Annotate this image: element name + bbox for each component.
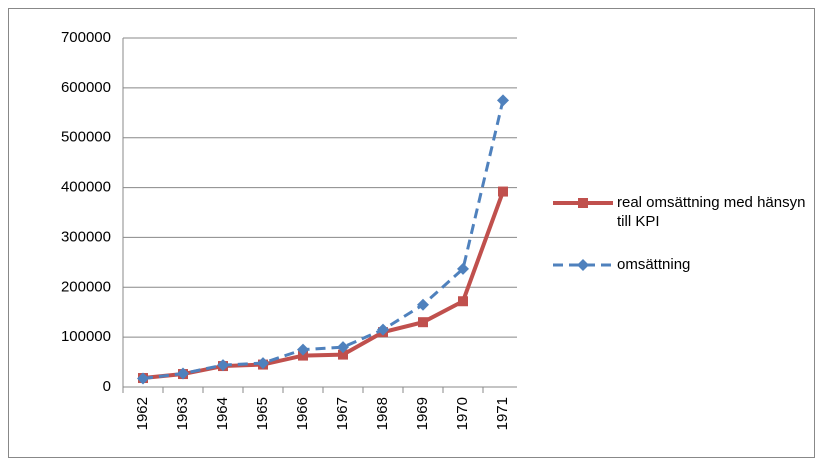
x-tick-label: 1967 bbox=[334, 397, 351, 430]
y-tick-label: 100000 bbox=[61, 328, 111, 345]
legend-marker bbox=[577, 259, 589, 271]
x-tick-label: 1964 bbox=[214, 397, 231, 430]
y-tick-label: 400000 bbox=[61, 179, 111, 196]
chart-border bbox=[8, 8, 815, 458]
marker bbox=[417, 298, 429, 311]
marker bbox=[458, 296, 468, 307]
marker bbox=[257, 357, 269, 370]
x-tick-label: 1969 bbox=[414, 397, 431, 430]
x-tick-label: 1970 bbox=[454, 397, 471, 430]
y-tick-label: 300000 bbox=[61, 228, 111, 245]
legend-marker bbox=[578, 198, 588, 208]
x-tick-label: 1971 bbox=[494, 397, 511, 430]
marker bbox=[338, 349, 348, 360]
y-tick-label: 0 bbox=[103, 378, 111, 395]
y-tick-label: 600000 bbox=[61, 79, 111, 96]
marker bbox=[217, 359, 229, 372]
x-tick-label: 1963 bbox=[174, 397, 191, 430]
marker bbox=[137, 372, 149, 385]
marker bbox=[337, 341, 349, 354]
marker bbox=[418, 317, 428, 328]
marker bbox=[497, 94, 509, 107]
marker bbox=[297, 343, 309, 356]
x-tick-label: 1966 bbox=[294, 397, 311, 430]
marker bbox=[457, 262, 469, 275]
series-line bbox=[142, 99, 505, 381]
marker bbox=[377, 323, 389, 336]
x-tick-label: 1962 bbox=[134, 397, 151, 430]
legend-label: real omsättning med hänsyn till KPI bbox=[617, 194, 806, 230]
y-tick-label: 700000 bbox=[61, 29, 111, 46]
y-tick-label: 200000 bbox=[61, 278, 111, 295]
y-tick-label: 500000 bbox=[61, 129, 111, 146]
x-tick-label: 1965 bbox=[254, 397, 271, 430]
series-line bbox=[142, 190, 505, 381]
marker bbox=[498, 186, 508, 197]
x-tick-label: 1968 bbox=[374, 397, 391, 430]
legend-label: omsättning bbox=[617, 256, 691, 273]
marker bbox=[177, 367, 189, 380]
